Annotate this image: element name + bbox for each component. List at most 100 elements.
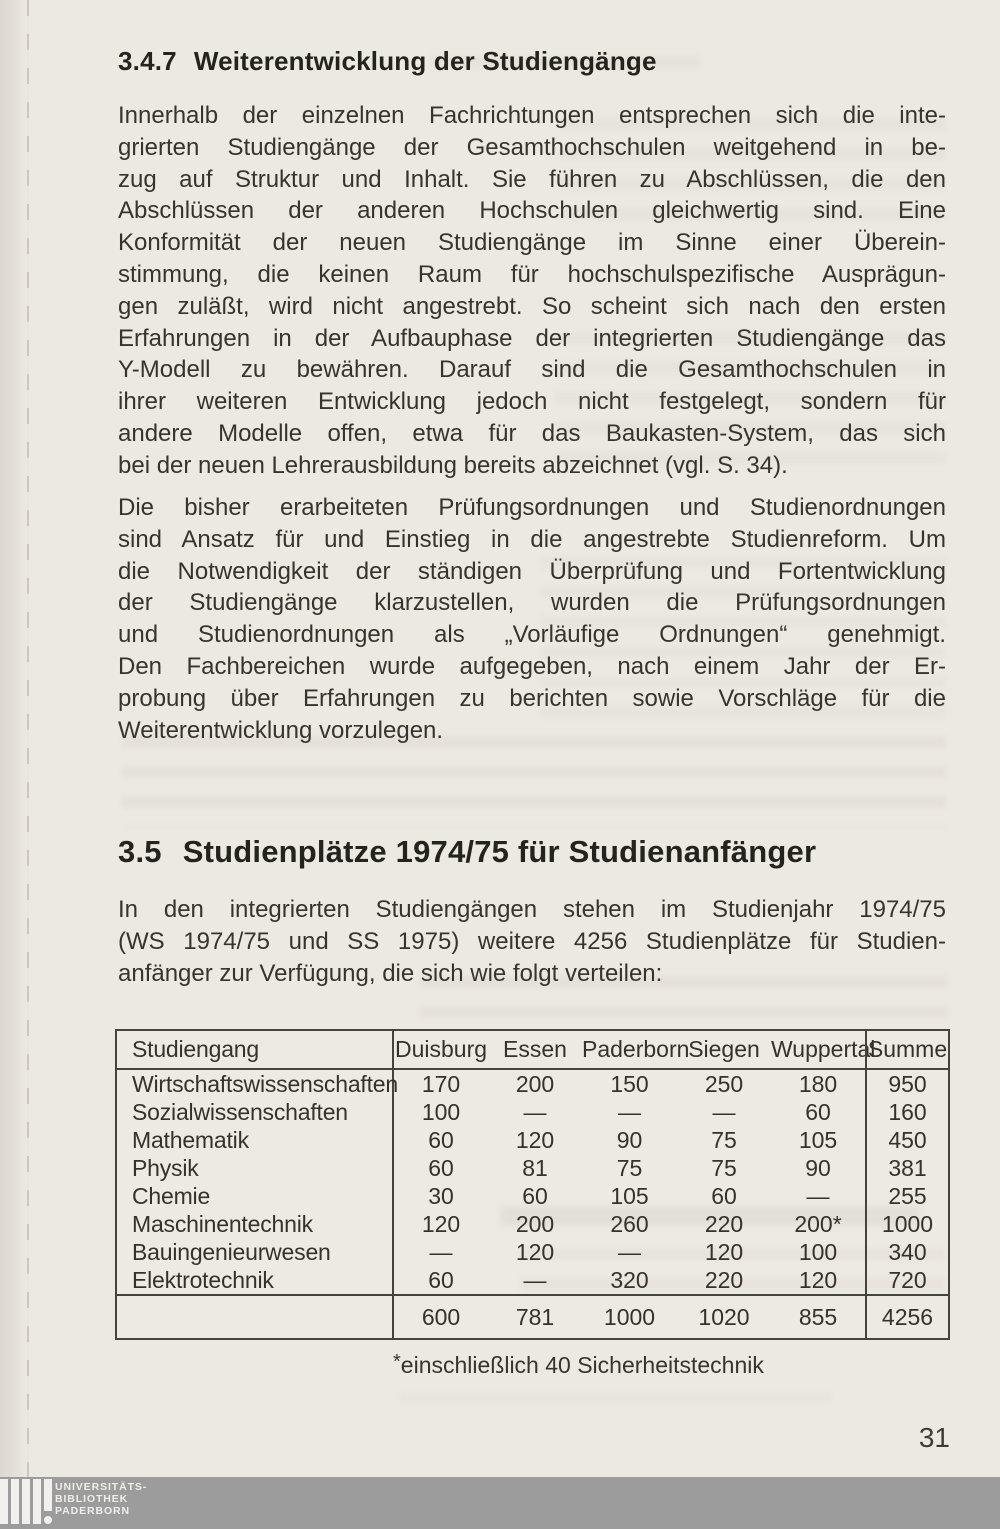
section-35-intro: In den integrierten Studiengängen stehen… <box>118 894 946 989</box>
row-label: Chemie <box>117 1182 394 1210</box>
column-header: Studiengang <box>117 1031 394 1068</box>
cell-paderborn: — <box>618 1099 641 1125</box>
cell-paderborn: 150 <box>610 1071 649 1097</box>
text-line: In den integrierten Studiengängen stehen… <box>118 896 946 923</box>
cell-wuppertal: 180 <box>798 1071 838 1097</box>
logo-bar <box>33 1479 41 1524</box>
cell-summe: 450 <box>865 1126 948 1154</box>
cell-paderborn: 105 <box>610 1183 649 1209</box>
cell-siegen: 60 <box>711 1183 737 1209</box>
text-line: der Studiengänge klarzustellen, wurden d… <box>118 589 946 617</box>
binding-crease-line <box>27 0 29 1478</box>
library-name-line: PADERBORN <box>55 1504 130 1517</box>
text-line: Abschlüssen der anderen Hochschulen glei… <box>118 197 946 225</box>
table-row: Chemie 30 60 105 60 — 255 <box>117 1182 948 1210</box>
table-row: Mathematik 60 120 90 75 105 450 <box>117 1126 948 1154</box>
table-body: Wirtschaftswissenschaften 170 200 150 25… <box>117 1070 948 1294</box>
cell-summe: 1000 <box>865 1210 948 1238</box>
library-name-line: UNIVERSITÄTS- <box>55 1481 148 1493</box>
cell-duisburg: 170 <box>421 1071 461 1097</box>
cell-duisburg: 60 <box>428 1267 454 1293</box>
cell-siegen: — <box>712 1099 736 1125</box>
table-row: Wirtschaftswissenschaften 170 200 150 25… <box>117 1070 948 1098</box>
row-label: Bauingenieurwesen <box>117 1238 394 1266</box>
page-binding-edge <box>0 0 26 1529</box>
library-name: UNIVERSITÄTS- BIBLIOTHEK PADERBORN <box>55 1481 148 1517</box>
text-line: grierten Studiengänge der Gesamthochschu… <box>118 133 946 161</box>
total-essen: 781 <box>515 1304 555 1330</box>
text-line: Erfahrungen in der Aufbauphase der integ… <box>118 324 946 352</box>
studienplaetze-table: Studiengang Duisburg Essen Paderborn Siegen W… <box>115 1029 950 1340</box>
cell-paderborn: 320 <box>610 1267 649 1293</box>
cell-paderborn: — <box>618 1239 641 1265</box>
cell-essen: 200 <box>515 1071 555 1097</box>
section-title: Studienplätze 1974/75 für Studienanfänge… <box>182 834 817 869</box>
cell-wuppertal: 100 <box>798 1239 838 1265</box>
text-line: und Studienordnungen als „Vorläufige Ord… <box>118 621 946 649</box>
cell-essen: 200 <box>515 1211 555 1237</box>
bleedthrough-ghost <box>122 736 946 828</box>
table-row: Sozialwissenschaften 100 — — — 60 160 <box>117 1098 948 1126</box>
footnote-text: einschließlich 40 Sicherheitstechnik <box>400 1352 764 1378</box>
cell-duisburg: 30 <box>428 1183 454 1209</box>
text-line: sind Ansatz für und Einstieg in die ange… <box>118 525 946 553</box>
table-row: Bauingenieurwesen — 120 — 120 100 340 <box>117 1238 948 1266</box>
text-line: zug auf Struktur und Inhalt. Sie führen … <box>118 165 946 193</box>
cell-wuppertal: 120 <box>798 1267 838 1293</box>
text-line: ihrer weiteren Entwicklung jedoch nicht … <box>118 388 946 416</box>
text-line: bei der neuen Lehrerausbildung bereits a… <box>118 451 788 479</box>
row-label: Maschinentechnik <box>117 1210 394 1238</box>
cell-siegen: 120 <box>704 1239 744 1265</box>
cell-siegen: 220 <box>704 1267 744 1293</box>
section-number: 3.4.7 <box>118 46 177 76</box>
cell-summe: 381 <box>865 1154 948 1182</box>
cell-wuppertal: — <box>806 1183 830 1209</box>
cell-duisburg: 60 <box>428 1127 454 1153</box>
section-number: 3.5 <box>118 834 162 869</box>
cell-essen: — <box>523 1267 547 1293</box>
text-line: stimmung, die keinen Raum für hochschuls… <box>118 260 946 288</box>
table-row: Elektrotechnik 60 — 320 220 120 720 <box>117 1266 948 1294</box>
page-number: 31 <box>918 1422 950 1453</box>
cell-siegen: 75 <box>711 1127 737 1153</box>
cell-essen: 120 <box>515 1127 555 1153</box>
cell-summe: 160 <box>865 1098 948 1126</box>
total-paderborn: 1000 <box>603 1304 656 1330</box>
column-header: Duisburg <box>394 1036 488 1062</box>
row-label <box>117 1296 394 1338</box>
total-duisburg: 600 <box>421 1304 461 1330</box>
cell-essen: 60 <box>522 1183 548 1209</box>
table-footnote: *einschließlich 40 Sicherheitstechnik <box>393 1351 764 1379</box>
text-line: Konformität der neuen Studiengänge im Si… <box>118 229 946 257</box>
total-summe: 4256 <box>865 1296 948 1338</box>
table-header-row: Studiengang Duisburg Essen Paderborn Siegen W… <box>117 1031 948 1070</box>
text-line: probung über Erfahrungen zu berichten so… <box>118 684 946 712</box>
text-line: andere Modelle offen, etwa für das Bauka… <box>118 419 946 447</box>
logo-bar <box>0 1479 8 1524</box>
section-heading-35: 3.5 Studienplätze 1974/75 für Studienanfä… <box>118 834 816 870</box>
cell-essen: 81 <box>522 1155 548 1181</box>
cell-siegen: 250 <box>704 1071 744 1097</box>
cell-summe: 720 <box>865 1266 948 1294</box>
cell-siegen: 75 <box>711 1155 737 1181</box>
text-line: Y-Modell zu bewähren. Darauf sind die Ge… <box>118 356 946 384</box>
cell-paderborn: 260 <box>610 1211 649 1237</box>
text-line: Den Fachbereichen wurde aufgegeben, nach… <box>118 652 946 680</box>
cell-siegen: 220 <box>704 1211 744 1237</box>
section-heading-347: 3.4.7 Weiterentwicklung der Studiengänge <box>118 46 657 77</box>
column-header: Summe <box>865 1031 948 1068</box>
column-header: Essen <box>503 1036 567 1062</box>
library-footer: UNIVERSITÄTS- BIBLIOTHEK PADERBORN <box>0 1477 1000 1529</box>
column-header: Paderborn <box>582 1036 690 1062</box>
cell-wuppertal: 90 <box>805 1155 831 1181</box>
logo-bar <box>22 1479 30 1524</box>
section-title: Weiterentwicklung der Studiengänge <box>193 46 657 76</box>
total-wuppertal: 855 <box>798 1304 838 1330</box>
cell-wuppertal: 60 <box>805 1099 831 1125</box>
text-line: Weiterentwicklung vorzulegen. <box>118 716 444 744</box>
text-line: anfänger zur Verfügung, die sich wie fol… <box>118 959 663 987</box>
cell-essen: — <box>523 1099 547 1125</box>
paragraph-1: Innerhalb der einzelnen Fachrichtungen e… <box>118 100 946 482</box>
text-line: die Notwendigkeit der ständigen Überprüf… <box>118 557 946 585</box>
